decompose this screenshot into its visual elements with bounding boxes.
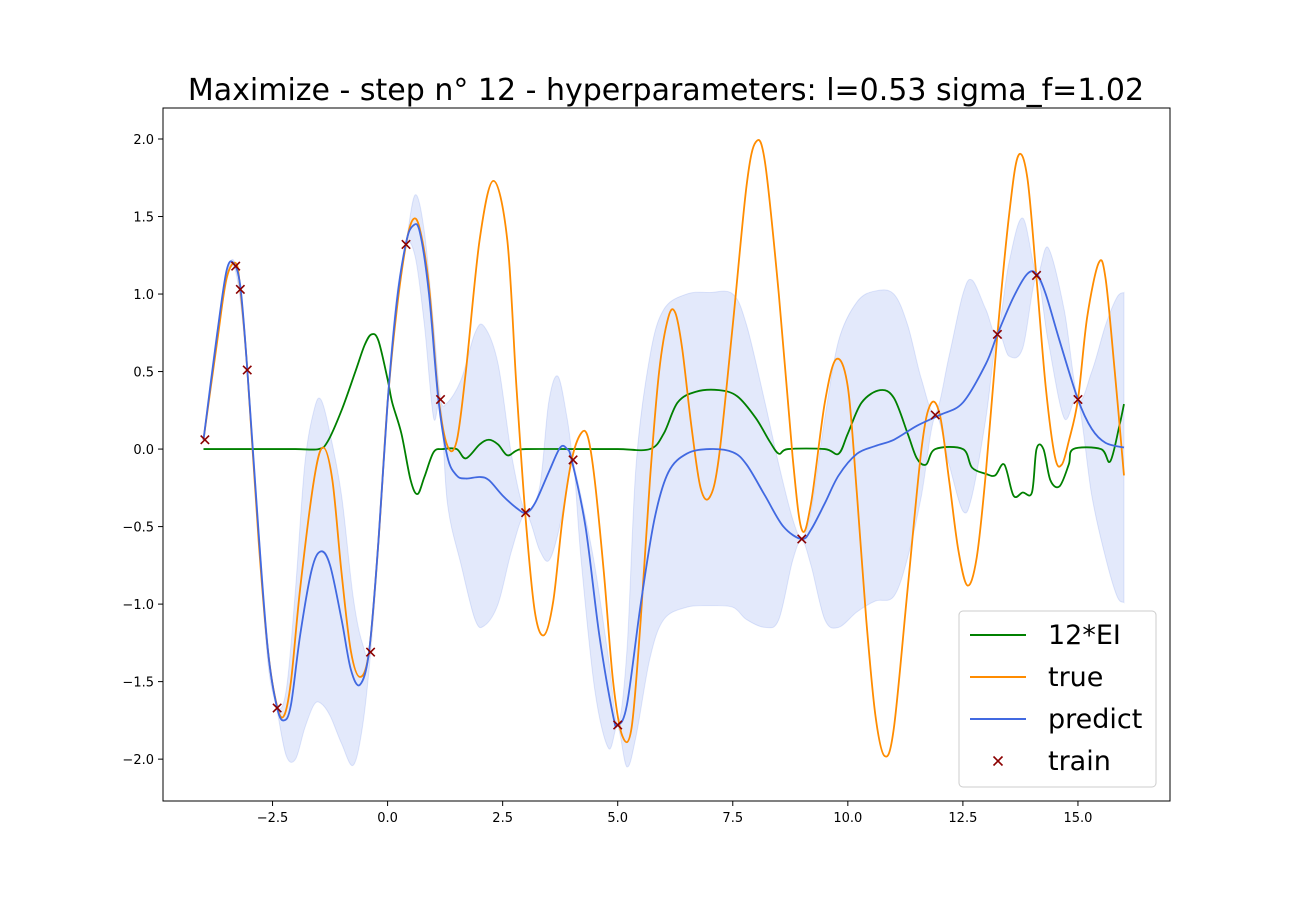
legend-item-train: train xyxy=(992,746,1111,777)
y-tick-label: −2.0 xyxy=(122,753,154,768)
train-point xyxy=(235,284,246,295)
legend-item-true: true xyxy=(970,662,1103,693)
train-point xyxy=(520,507,531,518)
legend-label: true xyxy=(1048,662,1103,693)
legend-swatch xyxy=(992,755,1004,767)
train-point xyxy=(401,239,411,250)
legend-label: predict xyxy=(1048,704,1142,735)
x-tick-label: 7.5 xyxy=(722,811,743,826)
x-tick-label: −2.5 xyxy=(257,811,289,826)
y-tick-label: 0.5 xyxy=(133,366,154,381)
train-point xyxy=(992,329,1003,340)
train-point xyxy=(1031,270,1042,281)
legend-label: 12*EI xyxy=(1048,620,1121,651)
train-point xyxy=(797,534,807,544)
x-tick-label: 5.0 xyxy=(607,811,628,826)
train-point xyxy=(612,720,623,730)
y-tick-label: 0.0 xyxy=(133,443,154,458)
x-tick-label: 0.0 xyxy=(377,811,398,826)
series-line-true xyxy=(202,139,1125,758)
series-line-12-ei xyxy=(203,333,1125,498)
train-point xyxy=(230,261,241,271)
y-tick-label: 2.0 xyxy=(133,133,154,148)
legend-item-12-ei: 12*EI xyxy=(970,620,1121,651)
axes-frame xyxy=(162,107,1171,802)
legend-label: train xyxy=(1048,746,1111,777)
legend: 12*EI true predict train xyxy=(958,610,1157,788)
x-tick-label: 15.0 xyxy=(1063,811,1092,826)
train-point xyxy=(1073,394,1083,405)
x-tick-label: 10.0 xyxy=(833,811,862,826)
y-tick-label: −1.0 xyxy=(122,598,154,613)
x-axis: −2.5 0.0 2.5 5.0 7.5 10.0 12.5 15.0 xyxy=(257,801,1092,826)
legend-item-predict: predict xyxy=(970,704,1142,735)
train-point xyxy=(242,365,252,375)
y-tick-label: −1.5 xyxy=(122,676,154,691)
train-point xyxy=(200,435,210,445)
series-line-predict xyxy=(202,223,1125,728)
y-tick-label: 1.5 xyxy=(133,211,154,226)
train-point xyxy=(365,647,376,657)
train-point xyxy=(930,410,941,420)
chart-title: Maximize - step n° 12 - hyperparameters:… xyxy=(188,73,1144,108)
train-point xyxy=(568,455,578,465)
plot-area xyxy=(200,139,1125,768)
x-tick-label: 12.5 xyxy=(948,811,977,826)
y-tick-label: 1.0 xyxy=(133,288,154,303)
legend-box xyxy=(958,610,1157,788)
y-tick-label: −0.5 xyxy=(122,521,154,536)
train-point xyxy=(272,703,282,713)
x-tick-label: 2.5 xyxy=(492,811,513,826)
y-axis: −2.0 −1.5 −1.0 −0.5 0.0 0.5 1.0 1.5 2.0 xyxy=(122,133,163,768)
train-point xyxy=(435,394,446,405)
